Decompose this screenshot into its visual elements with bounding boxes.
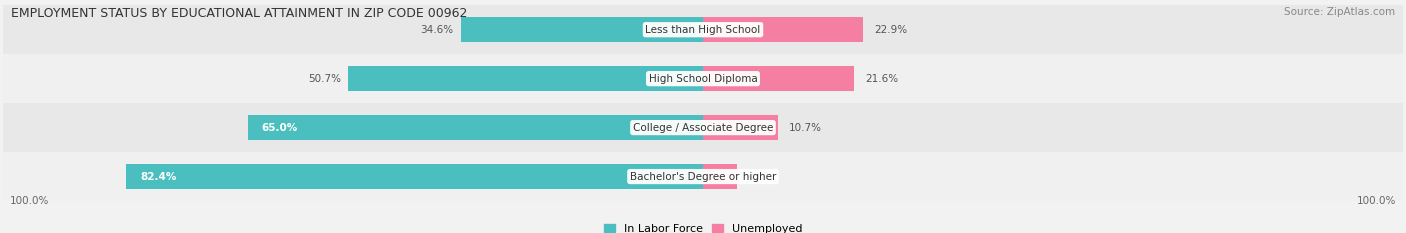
- Bar: [703, 164, 737, 189]
- Text: 50.7%: 50.7%: [308, 74, 342, 84]
- Text: 100.0%: 100.0%: [1357, 196, 1396, 206]
- Bar: [127, 164, 703, 189]
- Bar: [3, 54, 1403, 103]
- Text: 21.6%: 21.6%: [865, 74, 898, 84]
- Text: 65.0%: 65.0%: [262, 123, 298, 133]
- Bar: [461, 17, 703, 42]
- Text: 10.7%: 10.7%: [789, 123, 821, 133]
- Legend: In Labor Force, Unemployed: In Labor Force, Unemployed: [603, 224, 803, 233]
- Text: High School Diploma: High School Diploma: [648, 74, 758, 84]
- Text: Bachelor's Degree or higher: Bachelor's Degree or higher: [630, 171, 776, 182]
- Bar: [703, 17, 863, 42]
- Text: 34.6%: 34.6%: [420, 25, 454, 35]
- Text: 82.4%: 82.4%: [141, 171, 176, 182]
- Bar: [3, 152, 1403, 201]
- Text: 100.0%: 100.0%: [10, 196, 49, 206]
- Text: EMPLOYMENT STATUS BY EDUCATIONAL ATTAINMENT IN ZIP CODE 00962: EMPLOYMENT STATUS BY EDUCATIONAL ATTAINM…: [11, 7, 468, 20]
- Bar: [703, 115, 778, 140]
- Text: Source: ZipAtlas.com: Source: ZipAtlas.com: [1284, 7, 1395, 17]
- Text: College / Associate Degree: College / Associate Degree: [633, 123, 773, 133]
- Text: Less than High School: Less than High School: [645, 25, 761, 35]
- Bar: [3, 103, 1403, 152]
- Text: 22.9%: 22.9%: [875, 25, 907, 35]
- Bar: [247, 115, 703, 140]
- Bar: [703, 66, 855, 91]
- Bar: [3, 5, 1403, 54]
- Text: 4.8%: 4.8%: [747, 171, 773, 182]
- Bar: [349, 66, 703, 91]
